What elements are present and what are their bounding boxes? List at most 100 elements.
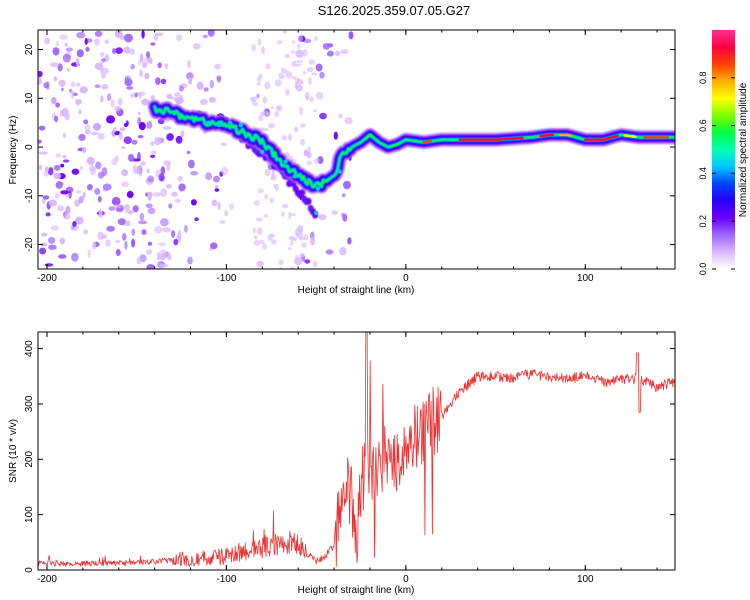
spectrogram-cell [130,48,135,55]
spectrogram-cell [52,47,60,56]
spectrogram-cell [71,252,79,262]
spectrogram-cell [271,239,277,245]
spectrogram-cell [313,210,319,216]
snr-y-tick-label: 0 [24,567,35,573]
spectrogram-cell [93,122,101,131]
spectrogram-cell [62,159,70,163]
colorbar-tick-label: 0.2 [698,215,708,228]
spectrogram-cell [205,172,213,181]
spectrogram-cell [153,35,159,41]
spectrogram-cell [87,249,91,258]
spectrogram-cell [71,168,80,175]
spectrogram-cell [302,71,307,75]
spectrogram-cell [303,149,309,157]
spectrogram-cell [46,80,50,90]
spectrogram-cell [105,239,111,247]
spectrogram-cell [44,37,51,45]
spectrogram-cell [126,86,134,90]
spectrogram-cell [164,63,169,70]
spectrogram-cell [85,46,90,52]
spectrogram-cell [295,255,299,259]
spectrogram-cell [112,48,116,54]
spectrogram-cell [267,233,273,241]
spectrogram-cell [60,190,69,195]
spectrogram-cell [310,236,316,246]
spectrogram-cell [113,127,117,133]
spectrogram-cell [280,67,285,75]
spectrogram-cell [294,126,298,133]
spectrogram-cell [124,33,133,43]
spectrogram-cell [117,218,127,226]
spectrogram-cell [291,40,295,44]
spectrogram-cell [285,88,290,96]
spectrogram-cell [326,50,334,57]
spectrogram-cell [150,94,155,101]
spectrogram-cell [342,193,346,198]
spectrogram-cell [38,125,46,131]
spectrogram-cell [157,62,162,69]
spectrogram-ridge-peak [422,139,433,144]
spectrogram-cell [257,38,262,46]
spectrogram-cell [125,220,131,227]
spectrogram-cell [343,180,351,190]
spectrogram-cell [166,163,171,172]
spectrogram-cell [186,150,191,155]
snr-series-line [38,332,675,567]
snr-x-tick-label: 0 [403,574,409,585]
spectrogram-cell [150,154,156,158]
spectrogram-y-label: Frequency (Hz) [8,116,19,185]
spectrogram-image [38,30,675,269]
spectrogram-cell [47,236,56,244]
colorbar-tick-label: 0.6 [698,119,708,132]
spectrogram-x-tick-label: -200 [37,273,57,284]
spectrogram-cell [130,63,135,70]
spectrogram-cell [117,98,123,106]
spectrogram-cell [331,210,339,215]
spectrogram-cell [149,57,153,65]
spectrogram-cell [160,218,169,227]
snr-y-tick-label: 300 [24,395,35,412]
spectrogram-cell [288,133,292,141]
spectrogram-cell [171,191,178,197]
spectrogram-cell [304,259,311,264]
spectrogram-cell [256,93,260,99]
spectrogram-cell [312,260,318,268]
spectrogram-cell [283,159,288,164]
spectrogram-cell [219,220,226,224]
spectrogram-cell [221,166,229,176]
spectrogram-cell [159,249,167,255]
spectrogram-cell [304,91,310,100]
spectrogram-cell [288,211,292,220]
spectrogram-cell [278,266,283,269]
spectrogram-cell [250,96,257,102]
spectrogram-cell [58,79,66,88]
spectrogram-cell [268,122,275,129]
spectrogram-cell [318,214,327,221]
spectrogram-cell [146,51,150,59]
spectrogram-x-tick-label: 0 [403,273,409,284]
spectrogram-cell [40,242,47,247]
spectrogram-cell [291,50,295,54]
spectrogram-cell [276,40,283,45]
spectrogram-x-label: Height of straight line (km) [298,285,415,296]
spectrogram-cell [121,181,129,188]
spectrogram-cell [76,49,84,58]
spectrogram-cell [187,60,191,69]
spectrogram-cell [264,81,271,90]
colorbar-tick-label: 0.8 [698,72,708,85]
spectrogram-cell [173,238,179,246]
spectrogram-cell [147,175,155,183]
colorbar-tick-label: 0.4 [698,167,708,180]
spectrogram-cell [194,217,199,221]
spectrogram-cell [290,240,294,247]
spectrogram-cell [118,131,123,140]
spectrogram-cell [220,142,227,146]
spectrogram-cell [99,59,105,64]
spectrogram-cell [83,119,89,125]
spectrogram-cell [160,78,167,85]
spectrogram-cell [333,131,338,140]
spectrogram-cell [132,205,139,213]
spectrogram-cell [322,43,331,50]
spectrogram-cell [134,92,138,98]
